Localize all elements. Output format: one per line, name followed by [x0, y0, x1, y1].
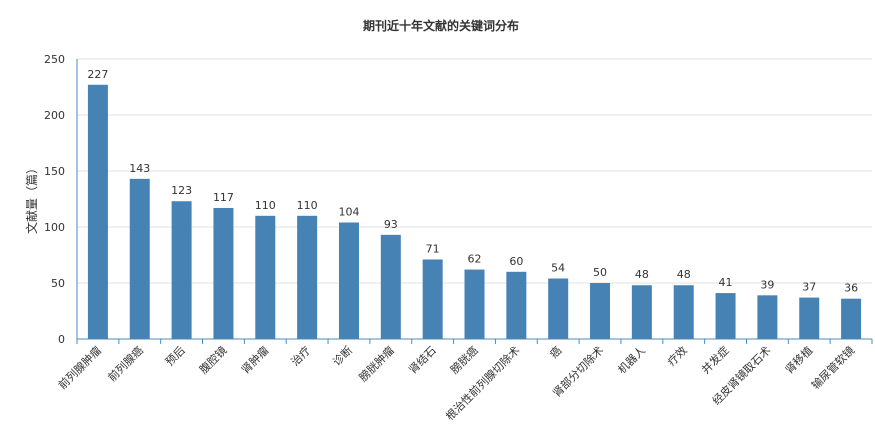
- x-tick-label: 肾结石: [406, 344, 439, 377]
- bar[interactable]: [422, 259, 443, 339]
- bar[interactable]: [213, 207, 234, 339]
- data-label: 39: [760, 278, 774, 291]
- bar[interactable]: [548, 278, 569, 339]
- bar[interactable]: [464, 269, 485, 339]
- data-label: 143: [129, 162, 150, 175]
- data-label: 71: [426, 242, 440, 255]
- x-tick-label: 腹腔镜: [196, 343, 229, 376]
- x-tick-label: 前列腺癌: [105, 343, 146, 384]
- chart-title: 期刊近十年文献的关键词分布: [363, 18, 519, 33]
- bar[interactable]: [631, 285, 652, 339]
- x-tick-label: 癌: [547, 343, 565, 361]
- x-tick-label: 输尿管软镜: [808, 343, 857, 392]
- data-label: 123: [171, 184, 192, 197]
- data-label: 48: [677, 268, 691, 281]
- axes: [76, 59, 873, 344]
- bar[interactable]: [799, 297, 820, 339]
- bar[interactable]: [757, 295, 778, 339]
- data-label: 60: [509, 255, 523, 268]
- x-tick-label: 预后: [163, 344, 188, 369]
- data-label: 37: [802, 281, 816, 294]
- data-label: 48: [635, 268, 649, 281]
- y-tick-label: 250: [44, 53, 65, 66]
- bar[interactable]: [506, 271, 527, 339]
- data-label: 117: [213, 191, 234, 204]
- bar[interactable]: [297, 215, 318, 339]
- x-tick-label: 前列腺肿瘤: [55, 343, 104, 392]
- y-tick-label: 200: [44, 109, 65, 122]
- y-tick-label: 0: [58, 333, 65, 346]
- x-tick-labels: 前列腺肿瘤 前列腺癌 预后 腹腔镜 肾肿瘤 治疗 诊断 膀胱肿瘤 肾结石 膀胱癌根治性前列腺切除术…: [55, 343, 857, 423]
- data-label: 36: [844, 282, 858, 295]
- bar[interactable]: [87, 84, 108, 339]
- data-labels: 227 143 123 117 110 110 104 93 71 62 60 54 50 48 48 41 3…: [87, 68, 858, 295]
- y-tick-label: 150: [44, 165, 65, 178]
- data-label: 93: [384, 218, 398, 231]
- y-axis-label: 文献量（篇）: [24, 162, 39, 234]
- bar[interactable]: [673, 285, 694, 339]
- x-tick-label: 机器人: [615, 343, 648, 376]
- data-label: 110: [297, 199, 318, 212]
- data-label: 54: [551, 262, 565, 275]
- x-tick-label: 根治性前列腺切除术: [443, 343, 523, 423]
- x-tick-label: 疗效: [664, 343, 689, 368]
- x-tick-label: 肾肿瘤: [238, 343, 271, 376]
- bar[interactable]: [715, 293, 736, 339]
- x-tick-label: 治疗: [288, 343, 313, 368]
- bar[interactable]: [129, 178, 150, 339]
- bar[interactable]: [590, 283, 611, 339]
- data-label: 110: [255, 199, 276, 212]
- data-label: 227: [87, 68, 108, 81]
- x-tick-label: 膀胱肿瘤: [356, 343, 397, 384]
- bar[interactable]: [338, 222, 359, 339]
- x-tick-label: 诊断: [330, 343, 355, 368]
- x-tick-label: 肾移植: [782, 343, 815, 376]
- bar[interactable]: [171, 201, 192, 339]
- gridlines: [77, 58, 872, 284]
- y-tick-label: 100: [44, 221, 65, 234]
- data-label: 104: [338, 206, 359, 219]
- data-label: 62: [468, 253, 482, 266]
- x-tick-label: 膀胱癌: [447, 343, 480, 376]
- bar[interactable]: [841, 298, 862, 339]
- bar[interactable]: [380, 234, 401, 339]
- y-tick-labels: 0 50 100 150 200 250: [44, 53, 65, 346]
- data-label: 50: [593, 266, 607, 279]
- x-tick-label: 并发症: [698, 343, 731, 376]
- data-label: 41: [719, 276, 733, 289]
- bar[interactable]: [255, 215, 276, 339]
- y-tick-label: 50: [51, 277, 65, 290]
- bars: [87, 84, 862, 339]
